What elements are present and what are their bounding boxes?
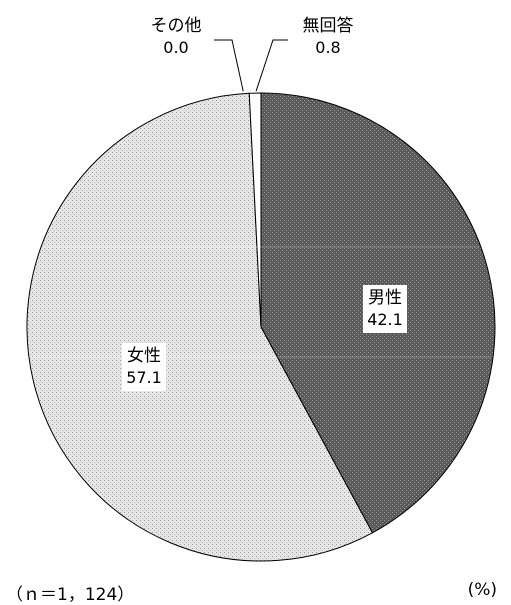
slice-label-2: その他 0.0: [151, 16, 202, 57]
slice-label-0: 男性 42.1: [363, 285, 407, 333]
slice-label-3-value: 0.8: [315, 38, 340, 57]
pie-slice-1: [26, 92, 374, 562]
sample-size-note: （ｎ＝1，124）: [6, 585, 135, 605]
slice-label-1: 女性 57.1: [122, 343, 166, 391]
pie-slice-3: [248, 92, 262, 328]
slice-label-0-value: 42.1: [367, 310, 403, 329]
slice-label-1-category: 女性: [127, 346, 161, 366]
slice-label-3-category: 無回答: [303, 16, 354, 36]
slice-label-3: 無回答 0.8: [303, 16, 354, 57]
slice-label-2-value: 0.0: [163, 38, 188, 57]
slice-label-0-box: [363, 285, 407, 333]
slice-label-1-box: [122, 343, 166, 391]
leader-line-2: [214, 39, 244, 92]
slice-label-1-value: 57.1: [126, 368, 162, 387]
leader-line-3: [255, 39, 288, 92]
unit-label: (%): [467, 580, 497, 600]
slice-label-0-category: 男性: [368, 288, 402, 308]
slice-label-2-category: その他: [151, 16, 202, 36]
